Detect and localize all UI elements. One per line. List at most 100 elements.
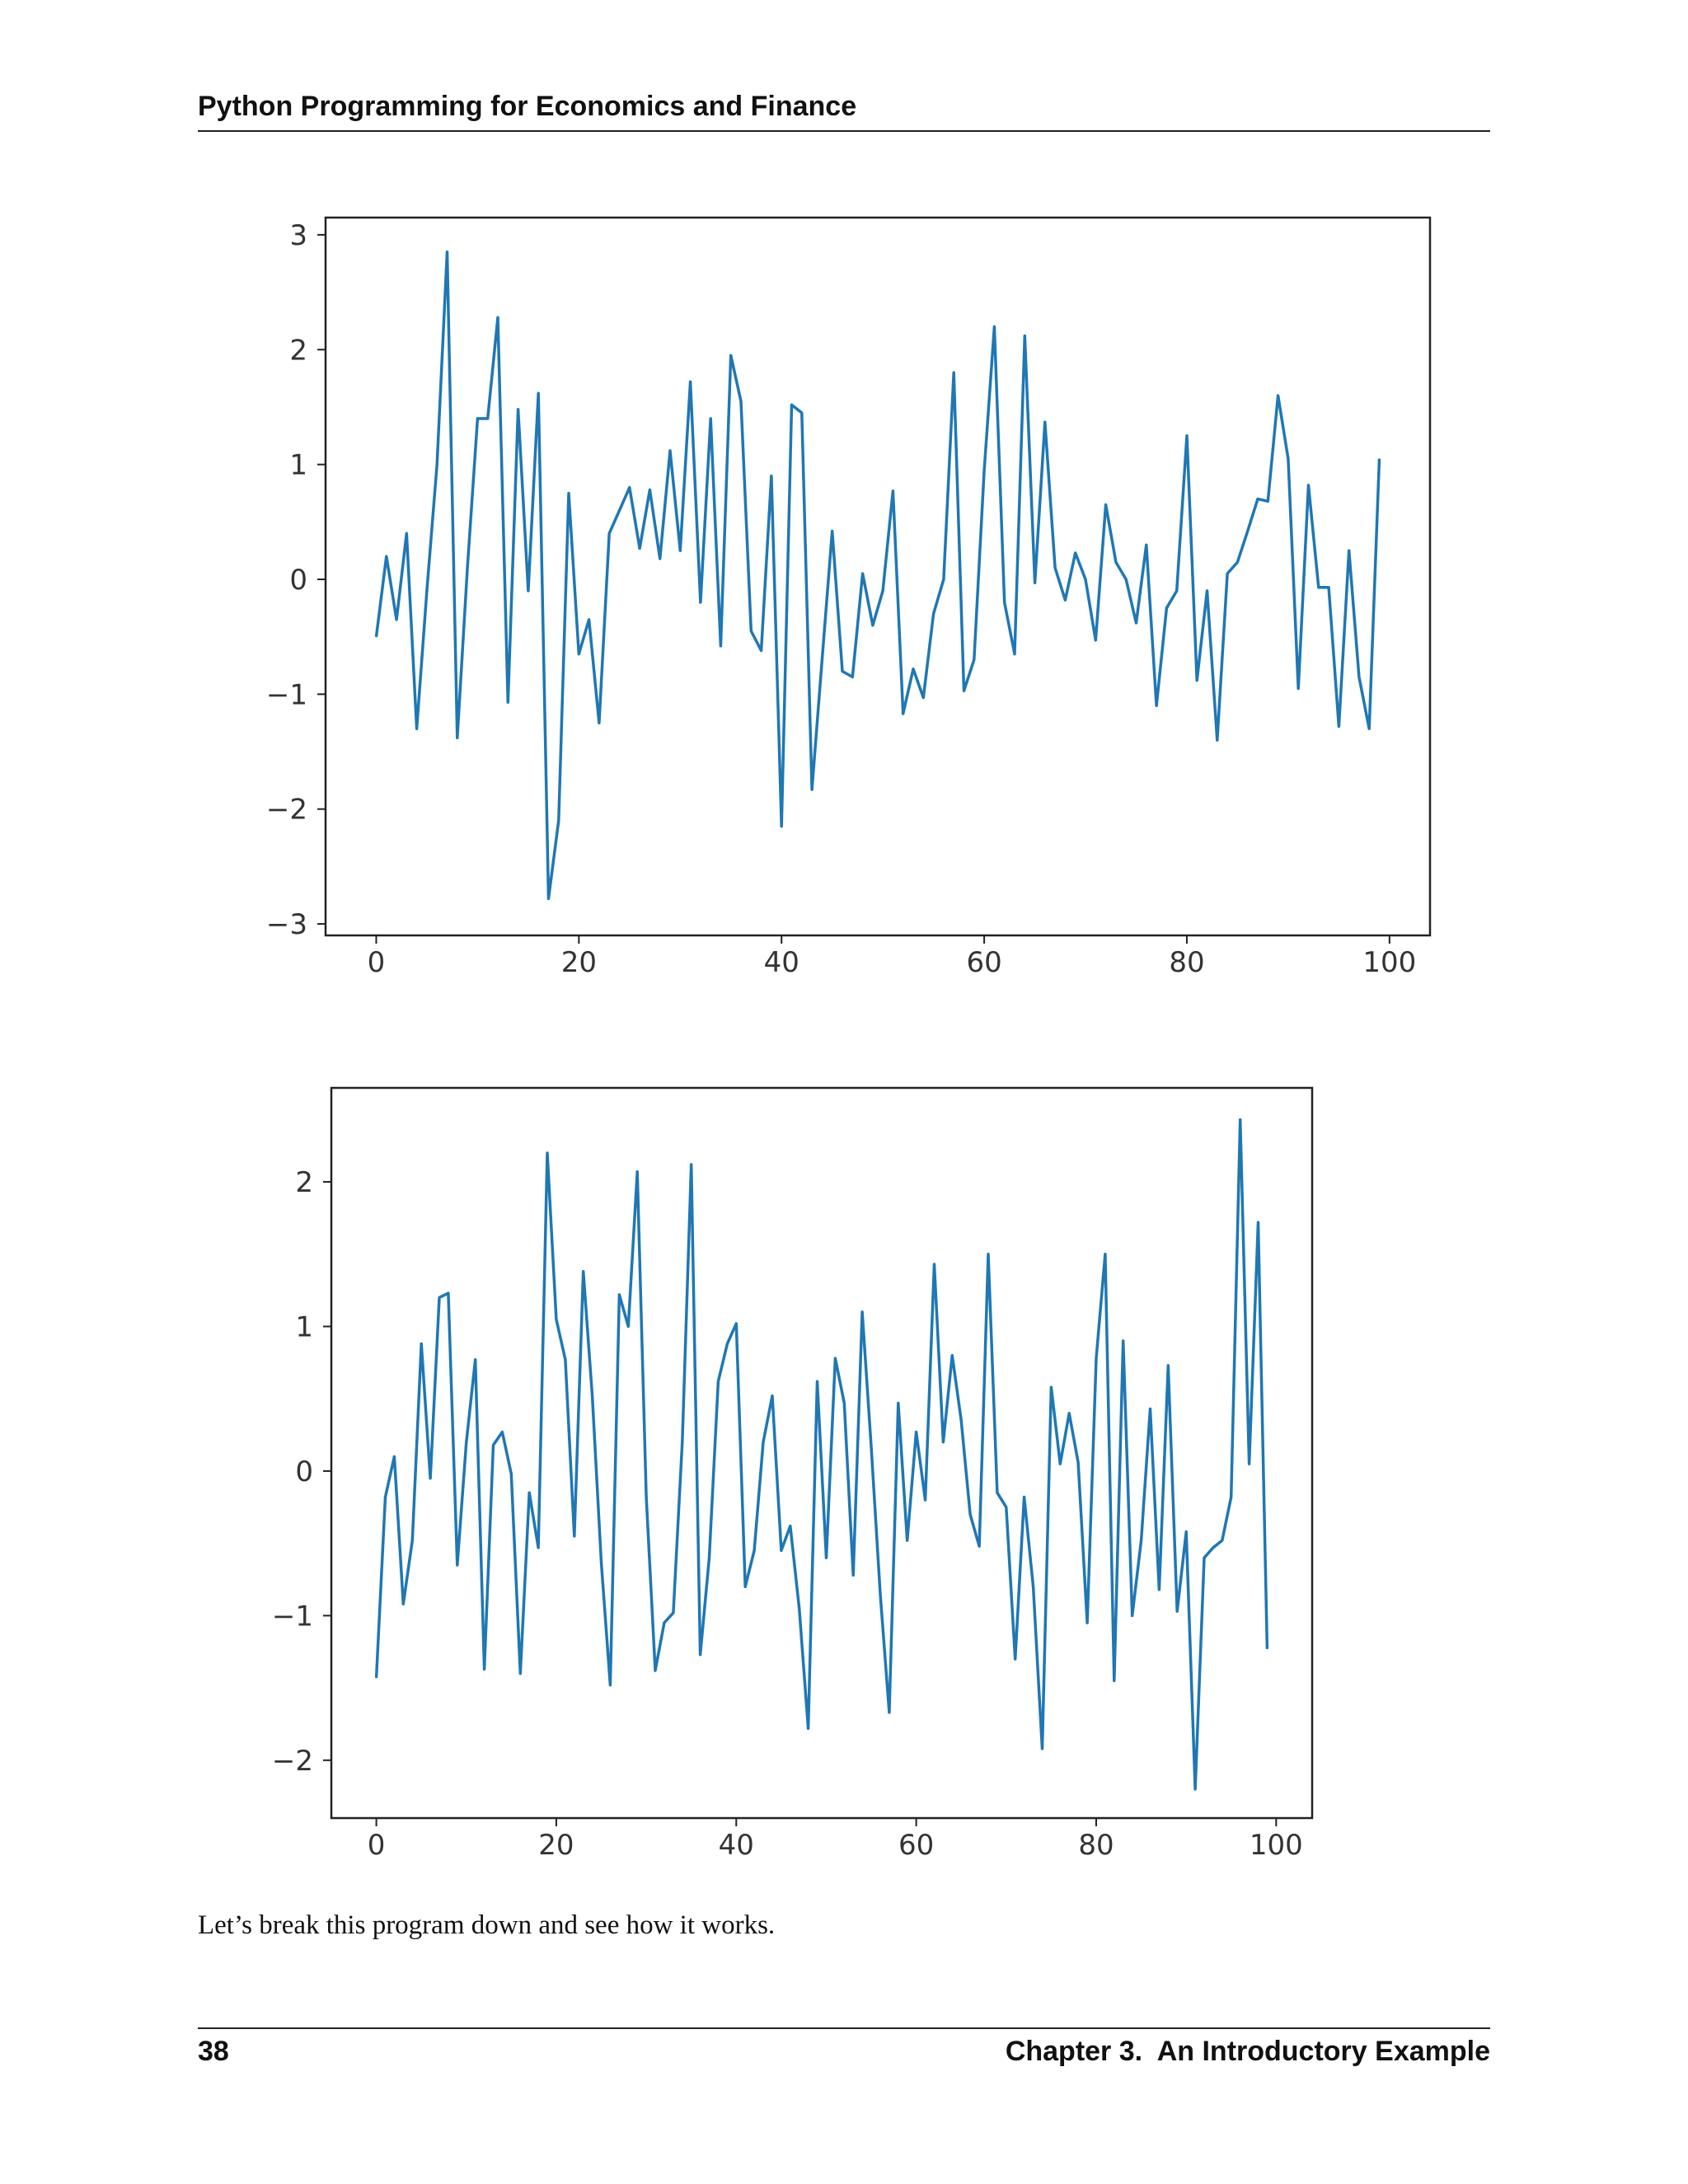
data-point	[821, 658, 823, 661]
data-point	[537, 1547, 539, 1549]
data-point	[466, 1441, 467, 1443]
y-tick-label: −1	[266, 678, 307, 711]
data-point	[659, 558, 661, 560]
data-point	[1135, 622, 1137, 624]
data-point	[1141, 1540, 1142, 1541]
data-point	[558, 820, 560, 822]
x-tick-label: 20	[538, 1829, 574, 1862]
data-point	[1077, 1461, 1079, 1463]
data-point	[717, 1380, 720, 1382]
data-point	[1266, 1648, 1268, 1650]
data-point	[1158, 1589, 1160, 1591]
series-line	[374, 251, 1381, 901]
y-tick-label: −3	[266, 908, 307, 941]
data-point	[710, 418, 711, 419]
data-point	[1185, 1531, 1187, 1533]
data-point	[978, 1545, 980, 1547]
data-point	[1167, 1365, 1169, 1366]
data-point	[879, 1593, 881, 1595]
axes-frame	[330, 1086, 1314, 1820]
data-point	[1086, 1622, 1088, 1624]
data-point	[1115, 561, 1117, 563]
data-point	[1054, 567, 1056, 569]
page-number: 38	[198, 2036, 229, 2067]
data-point	[426, 590, 428, 592]
data-point	[922, 696, 924, 699]
data-point	[1165, 607, 1167, 609]
data-point	[446, 251, 448, 253]
data-point	[700, 1654, 701, 1656]
data-point	[762, 1441, 764, 1443]
figure-2-line-chart: 0 20 40 60 80 100 −2 −1 0 1 2	[272, 1086, 1314, 1862]
data-point	[951, 1355, 953, 1357]
data-point	[547, 898, 550, 899]
chapter-title: Chapter 3. An Introductory Example	[1005, 2036, 1490, 2067]
data-point	[872, 625, 874, 626]
data-point	[583, 1271, 584, 1272]
data-point	[375, 636, 377, 638]
data-point	[993, 326, 995, 327]
data-point	[933, 613, 935, 615]
data-point	[771, 1395, 773, 1397]
x-tick-label: 40	[764, 946, 799, 979]
body-paragraph: Let’s break this program down and see ho…	[198, 1910, 776, 1940]
data-point	[537, 392, 539, 394]
data-point	[1149, 1408, 1151, 1410]
data-point	[1041, 1748, 1043, 1750]
data-point	[852, 1574, 854, 1576]
data-point	[816, 1380, 818, 1382]
y-tick-label: 2	[295, 1166, 313, 1199]
data-point	[669, 450, 671, 452]
data-point	[476, 418, 479, 419]
data-point	[406, 532, 407, 534]
data-point	[546, 1152, 548, 1154]
data-point	[781, 826, 782, 827]
x-tick-label: 80	[1169, 946, 1204, 979]
data-point	[1050, 1386, 1052, 1388]
data-point	[568, 492, 570, 494]
data-point	[834, 1357, 837, 1359]
data-point	[1064, 599, 1066, 601]
data-point	[750, 630, 752, 632]
series-line	[374, 1118, 1269, 1791]
data-point	[1226, 573, 1228, 574]
data-point	[396, 619, 397, 621]
data-point	[862, 573, 864, 574]
data-point	[1186, 435, 1188, 437]
data-point	[1249, 1463, 1250, 1465]
x-tick-label: 100	[1250, 1829, 1303, 1862]
data-point	[983, 470, 985, 471]
data-point	[376, 1677, 377, 1679]
data-point	[720, 645, 722, 647]
data-point	[808, 1727, 809, 1729]
data-point	[942, 1441, 944, 1443]
data-point	[1044, 421, 1046, 423]
data-point	[925, 1499, 926, 1501]
y-tick-label: −2	[266, 794, 307, 827]
data-point	[744, 1586, 746, 1587]
data-point	[726, 1343, 729, 1345]
data-point	[429, 1478, 431, 1479]
x-tick-label: 20	[561, 946, 597, 979]
data-point	[402, 1603, 404, 1605]
data-point	[600, 1561, 603, 1563]
data-point	[1095, 1357, 1097, 1359]
y-tick-label: 0	[289, 564, 307, 597]
data-point	[497, 316, 499, 318]
data-point	[811, 789, 813, 790]
data-point	[507, 701, 509, 703]
data-point	[1176, 1610, 1178, 1612]
data-point	[691, 1164, 692, 1165]
data-point	[870, 1446, 872, 1447]
data-point	[1194, 1788, 1196, 1790]
data-point	[654, 1670, 656, 1671]
data-point	[753, 1549, 755, 1551]
y-tick-label: 2	[289, 334, 307, 367]
data-point	[1247, 530, 1249, 532]
data-point	[960, 1419, 962, 1422]
data-point	[492, 1444, 495, 1446]
axes-frame	[324, 216, 1432, 937]
data-point	[969, 1514, 971, 1516]
data-point	[386, 555, 387, 557]
data-point	[393, 1455, 395, 1457]
